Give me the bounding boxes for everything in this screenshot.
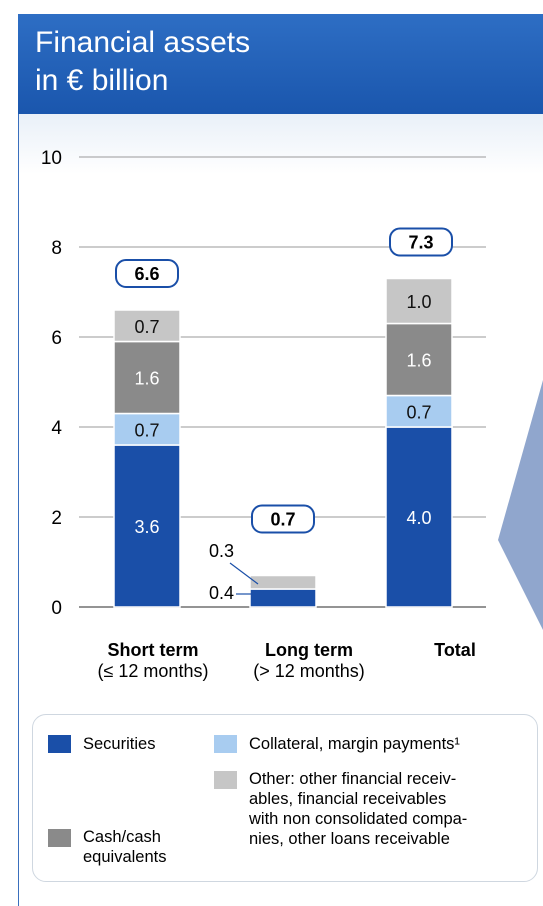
legend-swatch-other <box>214 771 237 789</box>
y-tick-label: 4 <box>51 418 62 439</box>
bar-segment <box>249 574 317 590</box>
bar-value-label: 3.6 <box>134 517 159 537</box>
bar-segment <box>113 444 181 608</box>
bar-segment <box>385 277 453 325</box>
bar-segment <box>385 394 453 428</box>
bar-value-label: 4.0 <box>406 508 431 528</box>
title-banner: Financial assets in € billion <box>18 14 543 114</box>
bar-value-label: 1.6 <box>134 369 159 389</box>
decorative-funnel <box>498 380 543 630</box>
legend: Securities Collateral, margin payments¹ … <box>32 714 538 882</box>
bar-segment <box>113 412 181 446</box>
bar-segment <box>385 322 453 397</box>
stacked-bar-chart: 0 2 4 6 8 10 3.6 0.7 1.6 0.7 6.6 0.7 4.0 0.7 1.6 1.0 7.3… <box>41 148 543 630</box>
bar-value-label-outside: 0.4 <box>209 583 234 603</box>
legend-swatch-cash <box>48 829 71 847</box>
total-callout-box <box>389 227 453 257</box>
chart-title-line1: Financial assets <box>35 26 251 59</box>
legend-label-cash: Cash/cash equivalents <box>83 828 167 866</box>
y-tick-label: 8 <box>51 238 62 259</box>
category-label-short-term: Short term (≤ 12 months) <box>97 640 209 681</box>
legend-label-securities: Securities <box>83 735 156 753</box>
legend-swatch-collateral <box>214 735 237 753</box>
y-tick-label: 10 <box>41 148 62 169</box>
bar-value-label: 0.7 <box>134 420 159 440</box>
category-label-total: Total <box>434 640 476 660</box>
total-callout-box <box>251 504 315 534</box>
leader-line <box>229 562 259 585</box>
legend-label-collateral: Collateral, margin payments¹ <box>249 735 460 753</box>
y-tick-label: 6 <box>51 328 62 349</box>
total-value-label: 0.7 <box>270 510 295 530</box>
bar-value-label: 0.7 <box>406 402 431 422</box>
bar-segment <box>113 309 181 343</box>
bar-segment <box>385 426 453 608</box>
total-callout-box <box>115 259 179 288</box>
bar-segment <box>249 588 317 608</box>
legend-label-other: Other: other financial receiv- ables, fi… <box>249 770 468 848</box>
bar-value-label: 0.7 <box>134 317 159 337</box>
y-tick-label: 2 <box>51 508 62 529</box>
legend-swatch-securities <box>48 735 71 753</box>
y-tick-label: 0 <box>51 598 62 619</box>
total-value-label: 6.6 <box>134 264 159 284</box>
chart-title-line2: in € billion <box>35 64 169 97</box>
bar-value-label: 1.0 <box>406 292 431 312</box>
total-value-label: 7.3 <box>408 233 433 253</box>
bar-value-label: 1.6 <box>406 351 431 371</box>
bar-value-label-outside: 0.3 <box>209 541 234 561</box>
category-label-long-term: Long term (> 12 months) <box>253 640 365 681</box>
bar-segment <box>113 340 181 415</box>
